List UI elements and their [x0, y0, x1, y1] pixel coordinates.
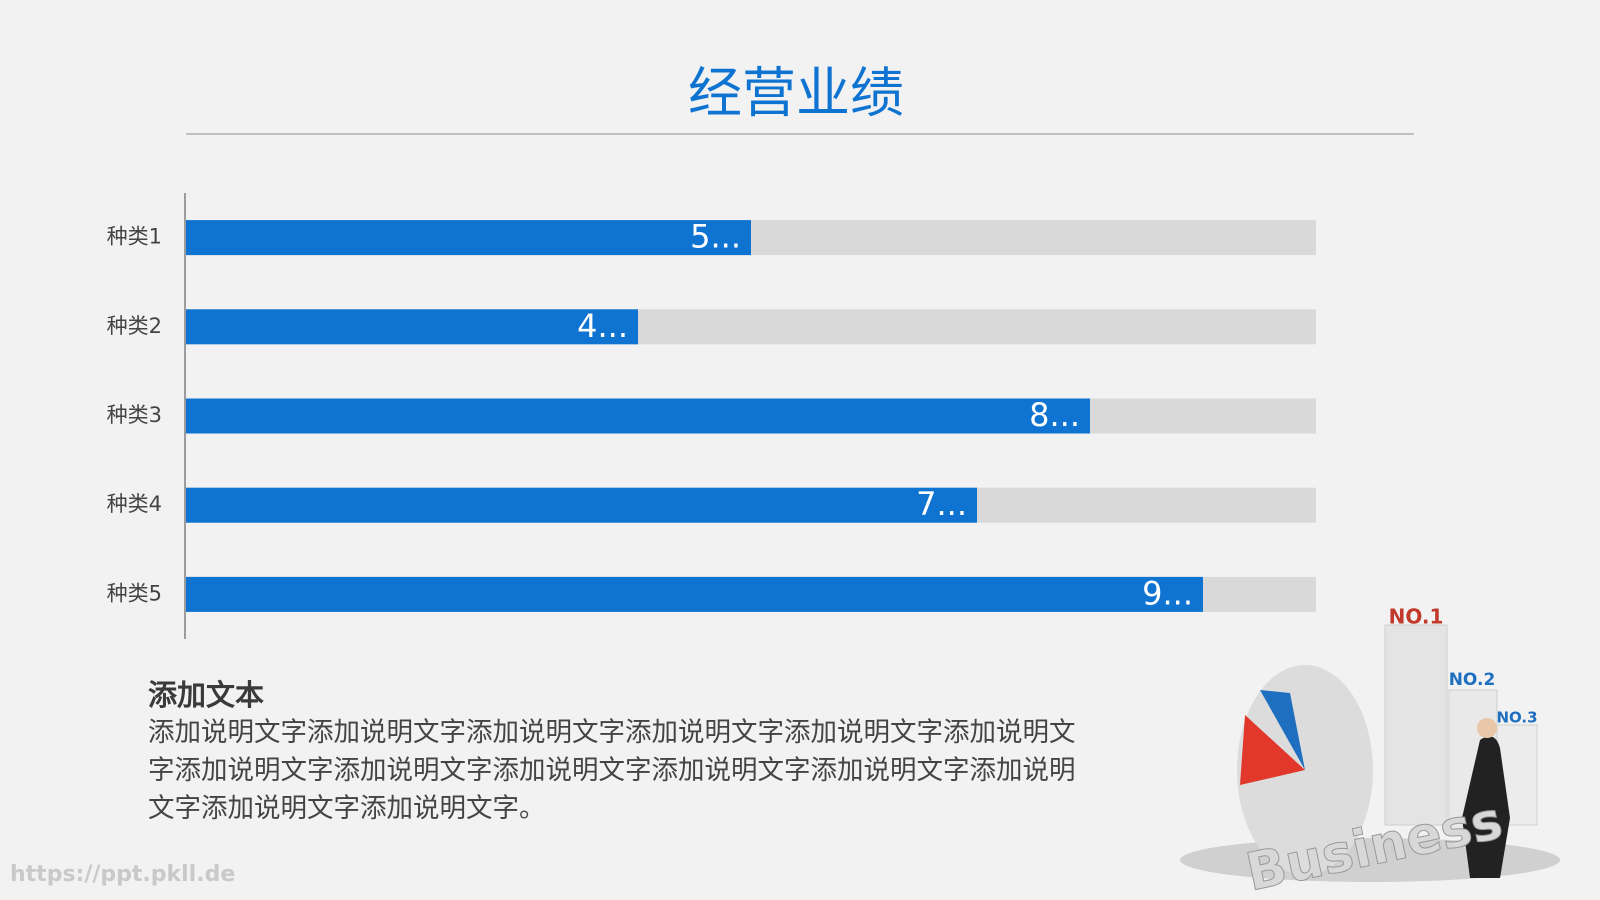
text-heading: 添加文本	[148, 678, 265, 712]
bar	[186, 487, 977, 523]
category-label: 种类4	[107, 492, 162, 516]
bar	[186, 220, 751, 256]
watermark: https://ppt.pkll.de	[10, 862, 236, 887]
category-label: 种类5	[107, 581, 162, 605]
bar	[186, 576, 1203, 612]
category-label: 种类2	[107, 314, 162, 338]
category-label: 种类3	[107, 403, 162, 427]
slide-title: 经营业绩	[688, 62, 904, 125]
illustration-label: NO.2	[1449, 670, 1496, 690]
bar	[186, 398, 1090, 434]
data-label: 4...	[577, 307, 628, 345]
illustration-label: NO.3	[1496, 709, 1537, 727]
illustration-label: NO.1	[1389, 605, 1444, 629]
data-label: 9...	[1142, 574, 1193, 612]
illustration: NO.1 NO.2 NO.3 Business	[1180, 605, 1560, 900]
bar	[186, 309, 638, 345]
column	[1384, 624, 1448, 826]
data-label: 7...	[916, 485, 967, 523]
category-label: 种类1	[107, 225, 162, 249]
pie-slice	[1240, 715, 1305, 785]
data-label: 5...	[690, 218, 741, 256]
person-head	[1477, 718, 1497, 738]
text-body: 添加说明文字添加说明文字添加说明文字添加说明文字添加说明文字添加说明文字添加说明…	[148, 717, 1076, 824]
pie-slice	[1260, 690, 1305, 770]
person	[1462, 736, 1510, 878]
data-label: 8...	[1029, 396, 1080, 434]
